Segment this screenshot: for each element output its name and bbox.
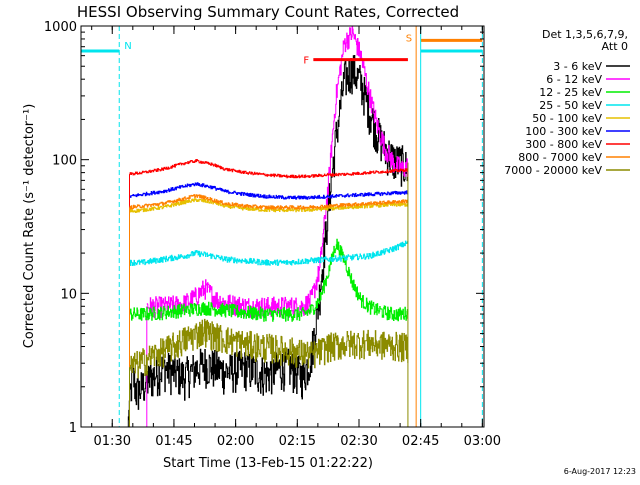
legend-header-detectors: Det 1,3,5,6,7,9, [542, 28, 628, 41]
x-tick-label: 02:00 [217, 434, 254, 449]
legend-label: 6 - 12 keV [546, 73, 602, 86]
x-tick-label: 02:45 [402, 434, 439, 449]
legend-label: 3 - 6 keV [553, 60, 602, 73]
series-line-12-25-kev [129, 238, 409, 322]
x-tick-label: 02:15 [279, 434, 316, 449]
legend-label: 800 - 7000 keV [518, 151, 602, 164]
x-tick-label: 02:30 [340, 434, 377, 449]
legend-label: 12 - 25 keV [539, 86, 602, 99]
legend-label: 100 - 300 keV [525, 125, 602, 138]
night-label-0: N [124, 41, 131, 52]
y-tick-label: 100 [52, 154, 77, 169]
series-line-300-800-kev [129, 159, 409, 179]
series-line-6-12-kev [146, 25, 409, 319]
y-axis-title: Corrected Count Rate (s⁻¹ detector⁻¹) [22, 104, 37, 349]
plot-frame [80, 25, 485, 428]
legend-header-attenuator: Att 0 [602, 40, 628, 53]
chart-title: HESSI Observing Summary Count Rates, Cor… [77, 3, 459, 21]
x-axis: 01:30 01:45 02:00 02:15 02:30 02:45 03:00 [91, 26, 501, 449]
series-line-800-7000-kev [129, 194, 409, 210]
legend-label: 50 - 100 keV [532, 112, 602, 125]
footer-date: 6-Aug-2017 12:23 [564, 467, 636, 476]
y-tick-label: 10 [60, 287, 77, 302]
x-tick-label: 01:45 [155, 434, 192, 449]
flare-label-2: F [303, 56, 309, 67]
x-axis-title: Start Time (13-Feb-15 01:22:22) [163, 456, 373, 471]
legend-label: 25 - 50 keV [539, 99, 602, 112]
series-line-25-50-kev [129, 240, 409, 266]
legend-label: 300 - 800 keV [525, 138, 602, 151]
y-axis: 1 10 100 1000 [44, 20, 484, 436]
y-tick-label: 1 [69, 421, 77, 436]
series-line-100-300-kev [129, 182, 409, 200]
plot-area: N F S [81, 25, 483, 427]
x-tick-label: 03:00 [464, 434, 501, 449]
series-line-7000-20000-kev [129, 318, 409, 379]
x-tick-label: 01:30 [94, 434, 131, 449]
saa-label-3: S [406, 33, 412, 44]
y-tick-label: 1000 [44, 20, 77, 35]
legend-label: 7000 - 20000 keV [504, 164, 602, 177]
